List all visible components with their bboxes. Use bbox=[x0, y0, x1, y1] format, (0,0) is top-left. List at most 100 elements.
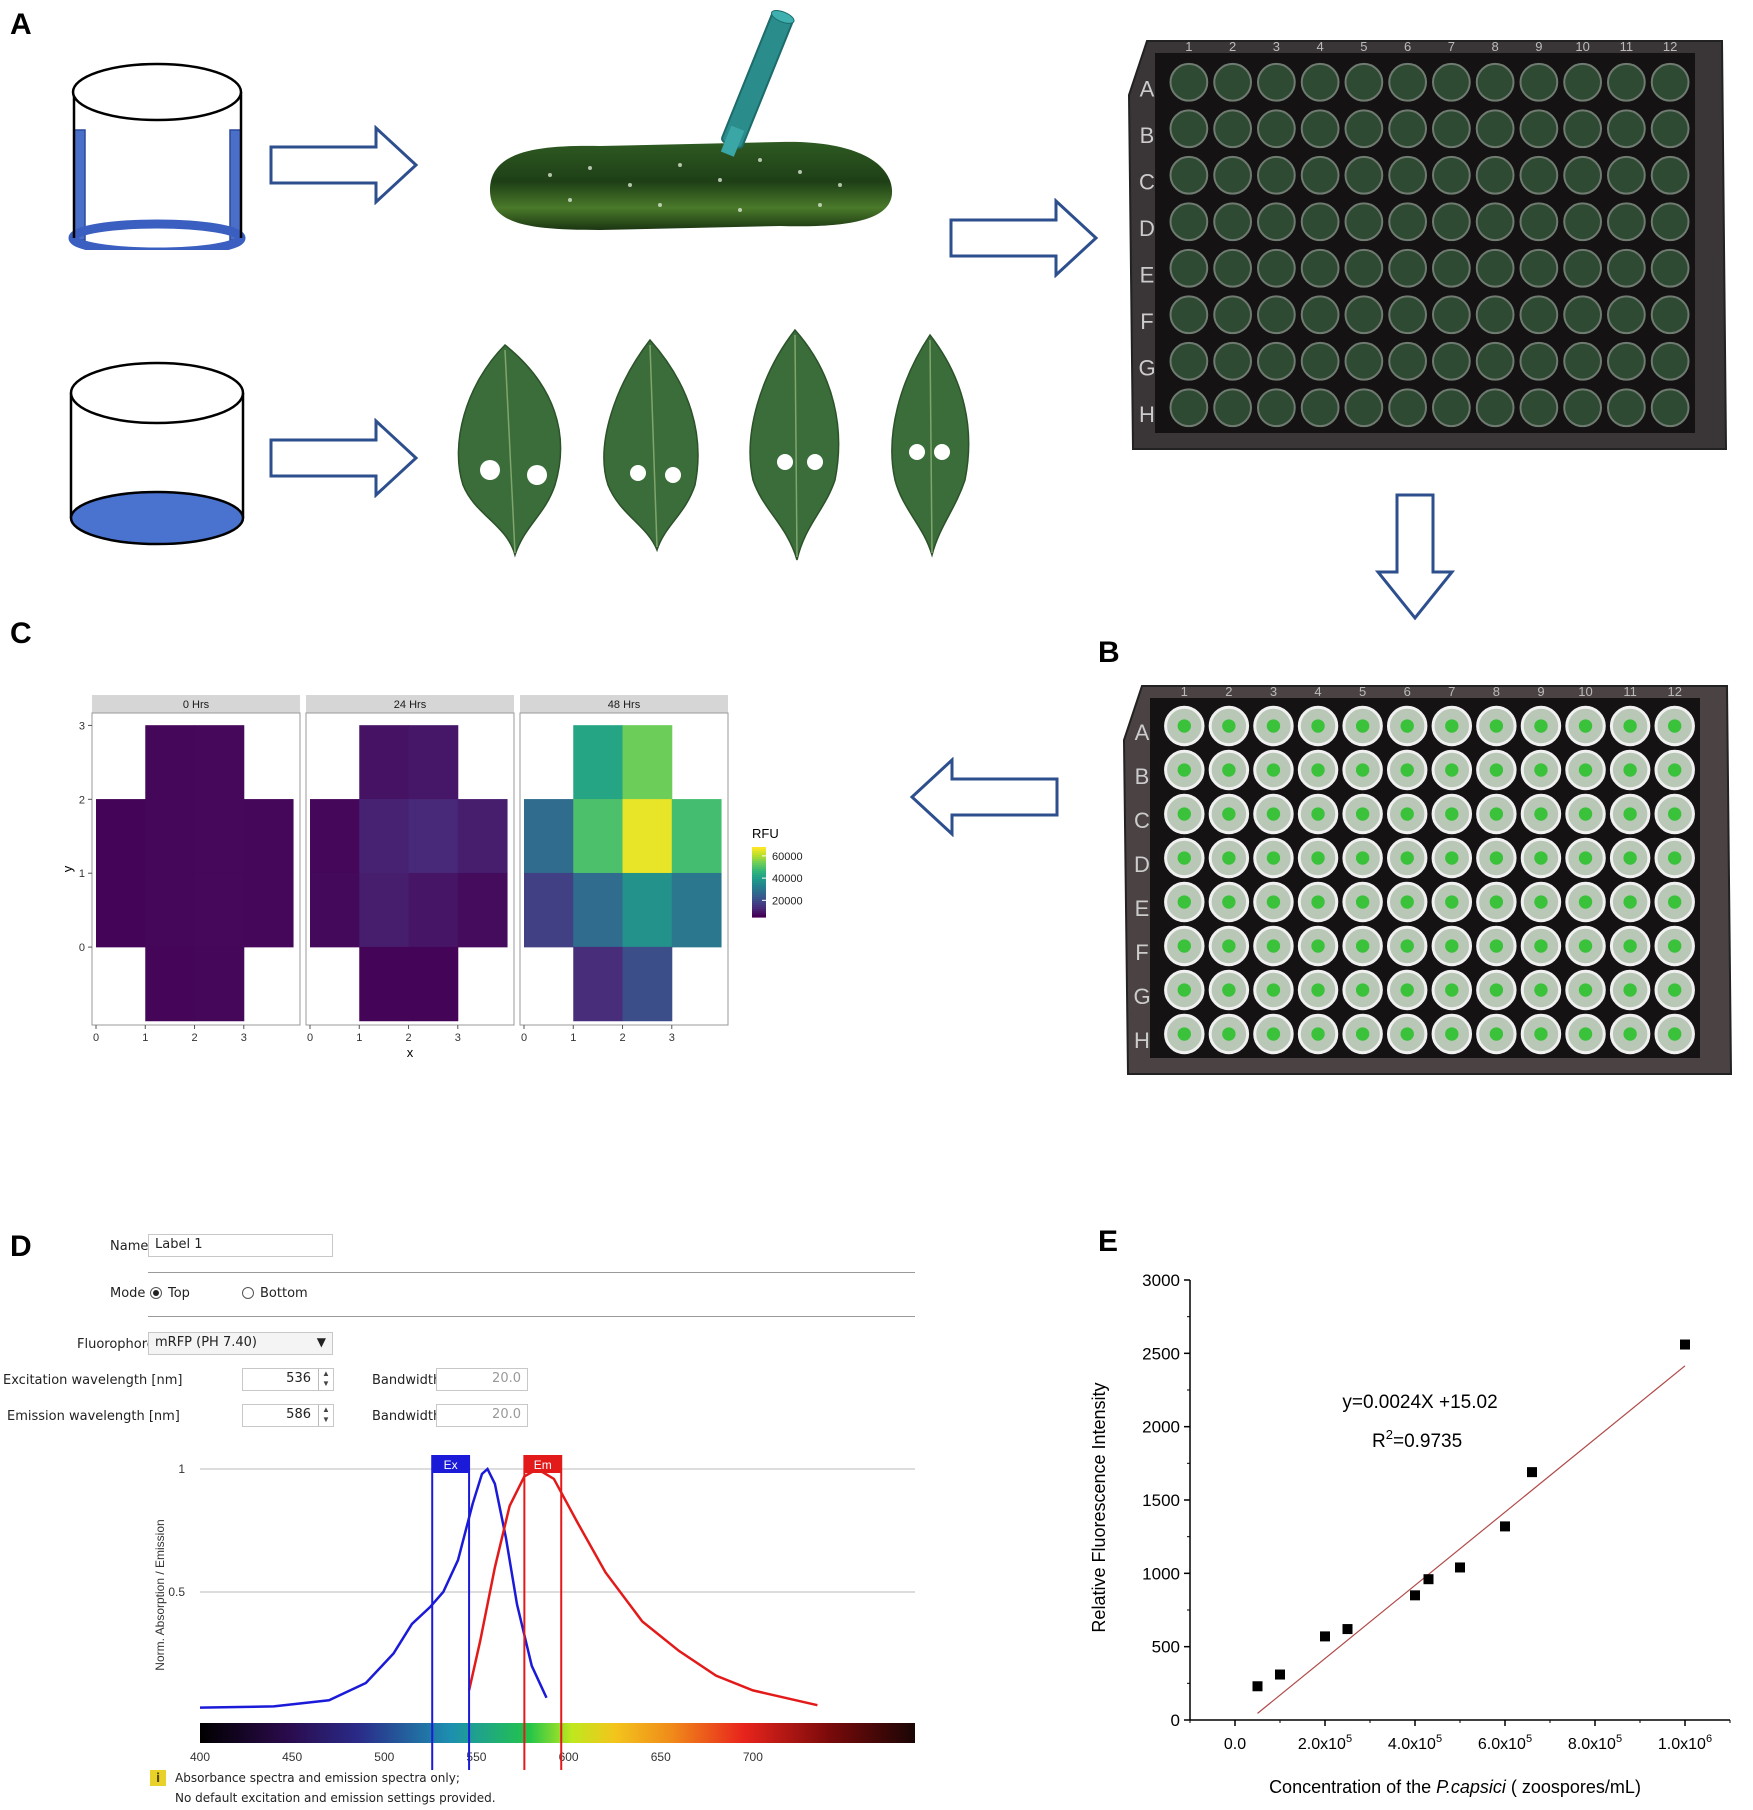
info-icon: i bbox=[150, 1770, 166, 1786]
mode-bottom-radio[interactable] bbox=[242, 1287, 254, 1299]
note-line-2: No default excitation and emission setti… bbox=[175, 1791, 496, 1805]
heatmap-cell bbox=[145, 725, 196, 800]
legend-title: RFU bbox=[752, 826, 779, 841]
plate-well bbox=[1475, 248, 1515, 288]
plate-col-label: 6 bbox=[1404, 39, 1411, 54]
well-leaf-disc bbox=[1489, 851, 1504, 865]
well-leaf-disc bbox=[1578, 1027, 1593, 1041]
well-leaf-disc bbox=[1222, 939, 1236, 953]
data-point bbox=[1342, 1624, 1353, 1635]
plate-well bbox=[1563, 248, 1602, 288]
plate-well bbox=[1519, 109, 1559, 149]
plate-well bbox=[1432, 341, 1471, 381]
heatmap-cell bbox=[243, 872, 294, 948]
well-leaf-disc bbox=[1177, 1027, 1191, 1041]
legend-gradient-step bbox=[752, 905, 766, 908]
plate-well bbox=[1432, 248, 1471, 288]
plate-well bbox=[1563, 202, 1602, 242]
fluorophore-select[interactable]: mRFP (PH 7.40) ▼ bbox=[148, 1332, 333, 1355]
leaf-discs-image bbox=[457, 328, 970, 561]
plate-well bbox=[1388, 295, 1427, 335]
well-leaf-disc bbox=[1266, 983, 1281, 997]
plate-well bbox=[1650, 295, 1690, 335]
plate-well bbox=[1432, 109, 1471, 149]
plate-well bbox=[1563, 341, 1602, 381]
excitation-input[interactable]: 536 bbox=[242, 1368, 334, 1391]
plate-well bbox=[1607, 202, 1646, 242]
well-leaf-disc bbox=[1311, 763, 1325, 777]
plate-well bbox=[1300, 388, 1340, 428]
well-leaf-disc bbox=[1355, 1027, 1370, 1041]
emission-input[interactable]: 586 bbox=[242, 1404, 334, 1427]
heatmap-cell bbox=[359, 946, 410, 1022]
excitation-stepper[interactable]: ▲ ▼ bbox=[318, 1369, 333, 1390]
heatmap-cell bbox=[457, 799, 508, 874]
legend-gradient-step bbox=[752, 895, 766, 898]
plate-well bbox=[1607, 109, 1646, 149]
plate-well bbox=[1650, 62, 1690, 102]
plate-well bbox=[1257, 388, 1296, 428]
name-field[interactable]: Label 1 bbox=[148, 1234, 333, 1257]
well-leaf-disc bbox=[1489, 939, 1504, 953]
legend-gradient-step bbox=[752, 893, 766, 896]
well-leaf-disc bbox=[1266, 1027, 1281, 1041]
x-tick-label: 3 bbox=[669, 1032, 675, 1044]
plate-well bbox=[1607, 248, 1646, 288]
emission-stepper[interactable]: ▲ ▼ bbox=[318, 1405, 333, 1426]
legend-gradient-step bbox=[752, 859, 766, 862]
cucumber-image bbox=[490, 9, 893, 230]
em-bandwidth-input[interactable]: 20.0 bbox=[436, 1404, 528, 1427]
plate-row-label: A bbox=[1135, 720, 1150, 745]
well-leaf-disc bbox=[1668, 763, 1682, 777]
legend-gradient-step bbox=[752, 885, 766, 888]
well-leaf-disc bbox=[1578, 851, 1593, 865]
legend-gradient-step bbox=[752, 881, 766, 884]
x-tick-label: 2 bbox=[619, 1032, 625, 1044]
separator bbox=[148, 1316, 915, 1317]
data-point bbox=[1320, 1631, 1330, 1642]
well-leaf-disc bbox=[1311, 1027, 1325, 1041]
y-tick-label: 2000 bbox=[1142, 1418, 1180, 1437]
heatmap-cell bbox=[243, 799, 294, 874]
panel-label-b: B bbox=[1098, 636, 1120, 669]
wavelength-color-bar bbox=[200, 1723, 915, 1743]
plate-well bbox=[1257, 341, 1296, 381]
y-tick-label: 0.5 bbox=[168, 1585, 185, 1599]
well-leaf-disc bbox=[1311, 895, 1325, 909]
x-tick-label: 3 bbox=[455, 1032, 461, 1044]
plate-well bbox=[1344, 248, 1384, 288]
legend-tick-label: 60000 bbox=[772, 851, 803, 863]
plate-well bbox=[1650, 341, 1690, 381]
well-leaf-disc bbox=[1534, 895, 1548, 909]
plate-well bbox=[1563, 109, 1602, 149]
plate-well bbox=[1519, 388, 1559, 428]
y-tick-label: 3000 bbox=[1142, 1271, 1180, 1290]
well-leaf-disc bbox=[1489, 763, 1504, 777]
y-tick-label: 0 bbox=[79, 942, 85, 954]
plate-well bbox=[1475, 62, 1515, 102]
ex-bandwidth-input[interactable]: 20.0 bbox=[436, 1368, 528, 1391]
mode-top-radio[interactable] bbox=[150, 1287, 162, 1299]
x-tick-label: 3 bbox=[241, 1032, 247, 1044]
well-leaf-disc bbox=[1668, 1027, 1682, 1041]
legend-gradient-step bbox=[752, 849, 766, 852]
mode-bottom-label: Bottom bbox=[260, 1286, 308, 1301]
heatmap-cell bbox=[524, 799, 574, 874]
heatmap-cell bbox=[359, 799, 410, 874]
plate-well bbox=[1213, 109, 1252, 149]
well-leaf-disc bbox=[1177, 719, 1191, 733]
facet-strip bbox=[92, 695, 300, 713]
well-leaf-disc bbox=[1578, 807, 1593, 821]
y-tick-label: 0 bbox=[1171, 1711, 1180, 1730]
heatmap-cell bbox=[408, 725, 459, 800]
well-leaf-disc bbox=[1266, 939, 1281, 953]
heatmap-cell bbox=[622, 725, 673, 800]
radio-selected-dot bbox=[153, 1290, 159, 1296]
facet-strip bbox=[520, 695, 728, 713]
well-leaf-disc bbox=[1445, 763, 1459, 777]
well-leaf-disc bbox=[1355, 763, 1370, 777]
plate-well bbox=[1257, 248, 1296, 288]
legend-gradient-step bbox=[752, 865, 766, 868]
fluorophore-value: mRFP (PH 7.40) bbox=[155, 1335, 257, 1350]
